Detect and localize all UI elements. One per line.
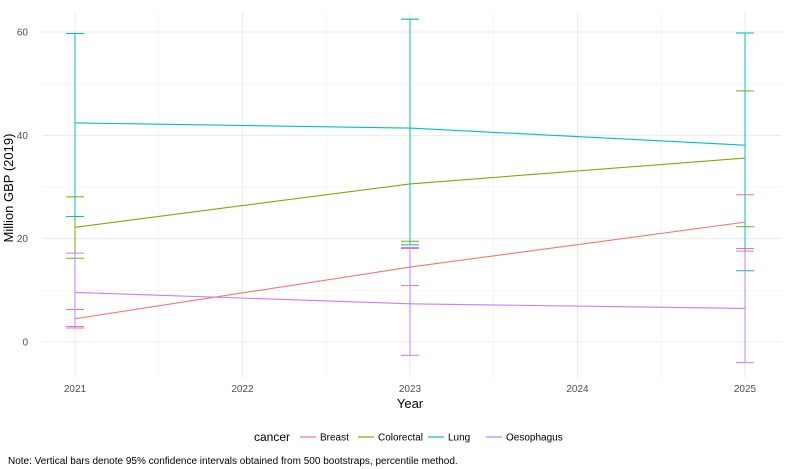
y-axis-ticks: 0 20 40 60 (17, 28, 29, 349)
legend-label: Oesophagus (506, 433, 563, 444)
y-tick-label: 40 (17, 131, 29, 142)
x-tick-label: 2022 (231, 384, 254, 395)
legend-item-oesophagus: Oesophagus (486, 433, 563, 444)
x-tick-label: 2024 (566, 384, 589, 395)
legend-label: Lung (448, 433, 470, 444)
x-tick-label: 2025 (734, 384, 757, 395)
x-axis-title: Year (397, 396, 424, 411)
y-axis-title: Million GBP (2019) (1, 134, 16, 243)
y-tick-label: 20 (17, 234, 29, 245)
x-axis-ticks: 2021 2022 2023 2024 2025 (64, 384, 757, 395)
series-oesophagus (66, 246, 754, 364)
grid (42, 12, 782, 378)
legend-item-colorectal: Colorectal (358, 433, 423, 444)
legend-item-breast: Breast (300, 433, 349, 444)
legend: cancer Breast Colorectal Lung Oesophagus (254, 430, 563, 444)
legend-label: Breast (320, 433, 349, 444)
series-layer (66, 18, 754, 364)
series-line (74, 122, 746, 146)
footnote: Note: Vertical bars denote 95% confidenc… (8, 456, 458, 467)
series-line (74, 291, 746, 309)
legend-item-lung: Lung (428, 433, 470, 444)
legend-label: Colorectal (378, 433, 423, 444)
y-tick-label: 60 (17, 28, 29, 39)
x-tick-label: 2021 (64, 384, 87, 395)
y-tick-label: 0 (22, 338, 28, 349)
legend-title: cancer (254, 430, 290, 444)
x-tick-label: 2023 (399, 384, 422, 395)
series-lung (66, 18, 754, 272)
